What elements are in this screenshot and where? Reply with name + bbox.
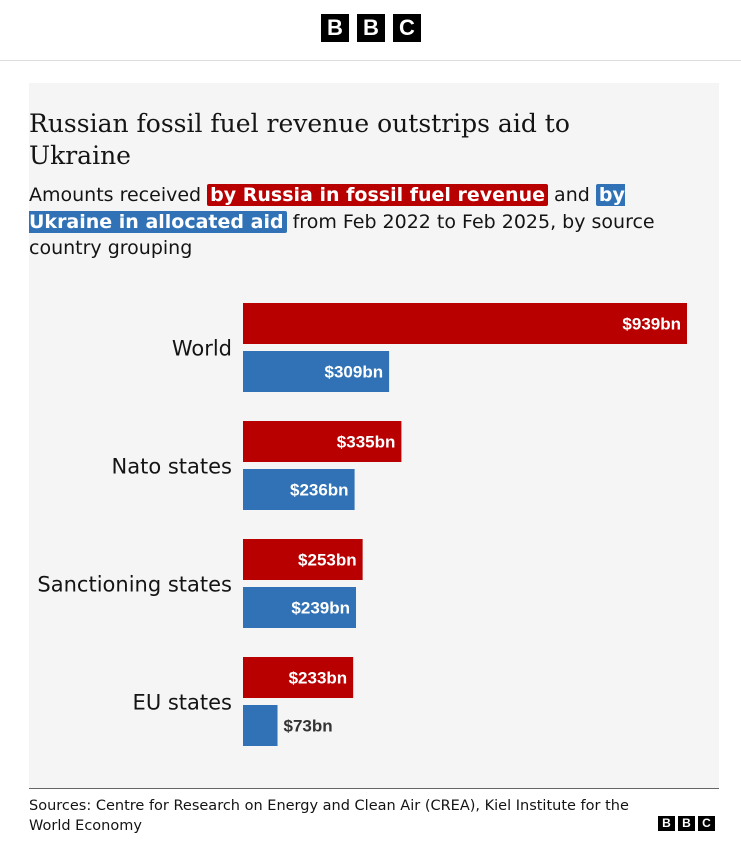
header-rule [0,60,741,61]
bbc-logo: B B C [321,14,421,42]
bar [243,587,357,628]
bar [243,303,687,344]
bar [243,421,402,462]
subtitle-text: from Feb 2022 to Feb 2025, by source cou… [29,210,655,260]
value-label: $335bn [337,433,396,452]
logo-letter: B [357,14,385,42]
bar [243,539,363,580]
bar [243,657,354,698]
value-label: $939bn [622,315,681,334]
value-label: $309bn [325,363,384,382]
logo-letter: C [698,816,715,831]
value-label: $236bn [290,481,349,500]
value-label: $239bn [291,599,350,618]
legend-entry: by Russia in fossil fuel revenue [207,184,548,206]
category-label: World [172,337,232,361]
bar [243,705,278,746]
logo-letter: B [678,816,695,831]
category-label: Nato states [112,455,232,479]
category-label: EU states [133,691,232,715]
footer-rule [29,788,719,789]
value-label: $73bn [284,717,333,736]
bar [243,351,390,392]
chart-title: Russian fossil fuel revenue outstrips ai… [29,109,570,170]
logo-letter: C [393,14,421,42]
bar [243,469,355,510]
chart-subtitle: Amounts received by Russia in fossil fue… [29,182,709,262]
value-label: $253bn [298,551,357,570]
category-label: Sanctioning states [37,573,232,597]
source-note: Sources: Centre for Research on Energy a… [29,798,629,834]
bbc-logo-small: B B C [658,816,715,831]
subtitle-text: Amounts received [29,184,202,206]
logo-letter: B [658,816,675,831]
subtitle-text: and [554,184,590,206]
value-label: $233bn [289,669,348,688]
logo-letter: B [321,14,349,42]
